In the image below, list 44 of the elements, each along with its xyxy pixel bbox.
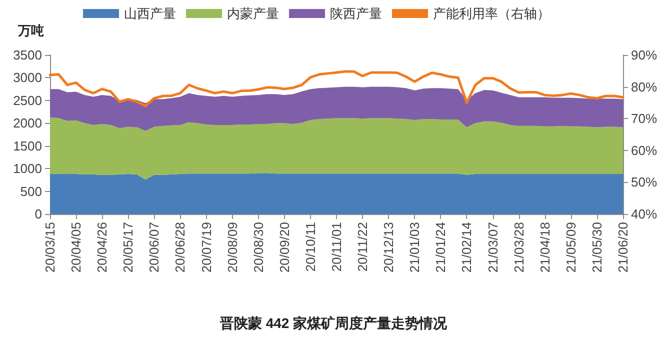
x-tick-label: 21/06/20 [616,222,630,273]
y2-tick-label: 60% [631,142,658,158]
x-tick-label: 20/04/05 [68,222,84,273]
x-tick-label: 21/01/24 [433,222,448,273]
x-tick-label: 21/02/14 [459,222,474,273]
y-tick-label: 0 [34,206,42,222]
x-tick-label: 21/03/07 [485,222,500,273]
y2-tick-label: 50% [631,174,658,190]
y-tick-label: 1000 [13,161,42,176]
x-tick-label: 20/12/13 [381,222,396,273]
y2-tick-label: 80% [631,79,658,94]
x-tick-label: 20/07/19 [198,222,214,273]
y2-tick-label: 90% [631,48,658,62]
x-tick-label: 21/05/09 [563,222,578,273]
y2-tick-label: 70% [631,111,658,126]
text: 晋陕蒙 442 家煤矿周度产量走势情况 [218,315,448,331]
y-tick-label: 3000 [13,70,42,86]
y-axis-title: 万吨 [17,23,44,38]
legend-label: 内蒙产量 [227,6,279,21]
x-tick-label: 20/03/15 [42,222,58,273]
x-tick-label: 20/04/26 [94,222,110,273]
x-tick-label: 20/06/07 [146,222,162,273]
x-tick-label: 20/06/28 [172,222,188,273]
x-tick-label: 20/10/11 [302,222,318,272]
legend-label: 山西产量 [124,6,176,21]
x-tick-label: 21/01/03 [407,222,422,273]
x-tick-label: 20/08/30 [250,222,266,273]
x-tick-label: 21/05/30 [589,222,604,273]
y-tick-label: 3500 [13,48,42,62]
y-tick-label: 2500 [13,92,42,108]
y-tick-label: 1500 [13,138,42,154]
legend-label: 产能利用率（右轴） [433,6,550,21]
x-tick-label: 20/09/20 [276,222,292,273]
x-tick-label: 21/04/18 [537,222,552,273]
x-tick-label: 20/08/09 [224,222,240,273]
y-tick-label: 500 [20,184,42,199]
x-tick-label: 20/11/01 [329,222,344,272]
x-tick-label: 20/05/17 [120,222,136,273]
line-series [48,70,624,108]
x-tick-label: 20/11/22 [355,222,370,272]
y2-tick-label: 40% [631,206,658,222]
y-tick-label: 2000 [13,116,42,131]
x-tick-label: 21/03/28 [511,222,526,273]
legend-label: 陕西产量 [330,6,382,21]
